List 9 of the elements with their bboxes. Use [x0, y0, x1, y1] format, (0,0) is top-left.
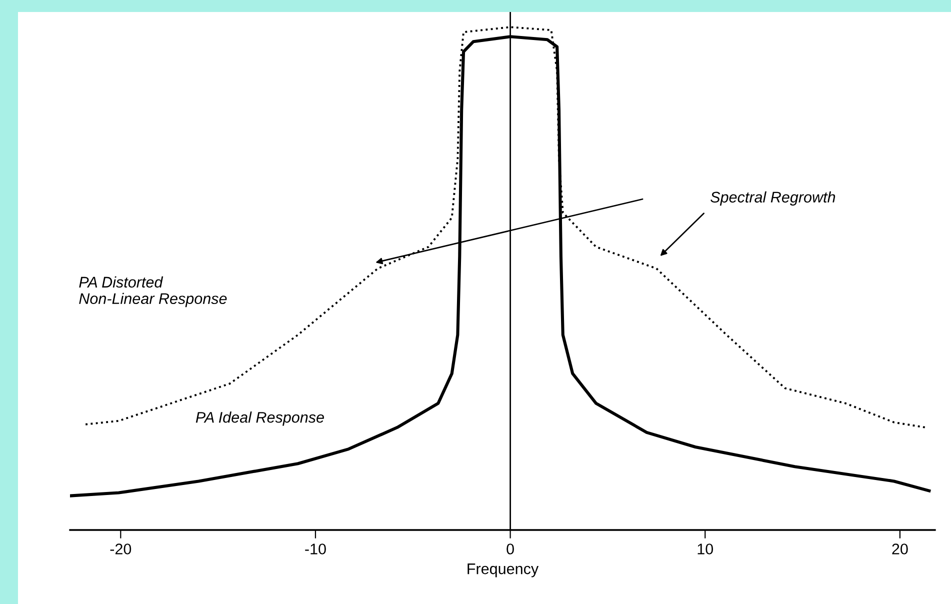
annotation: PA Ideal Response — [196, 412, 324, 426]
x-tick-label: -10 — [305, 544, 326, 554]
x-tick-label: 10 — [698, 544, 714, 554]
annotation: Spectral Regrowth — [710, 191, 836, 206]
x-tick-label: 20 — [892, 544, 908, 554]
x-tick-label: -20 — [110, 544, 132, 554]
annotation: PA Distorted Non-Linear Response — [79, 276, 227, 308]
x-axis-title: Frequency — [468, 564, 539, 578]
x-tick-label: 0 — [506, 544, 514, 554]
